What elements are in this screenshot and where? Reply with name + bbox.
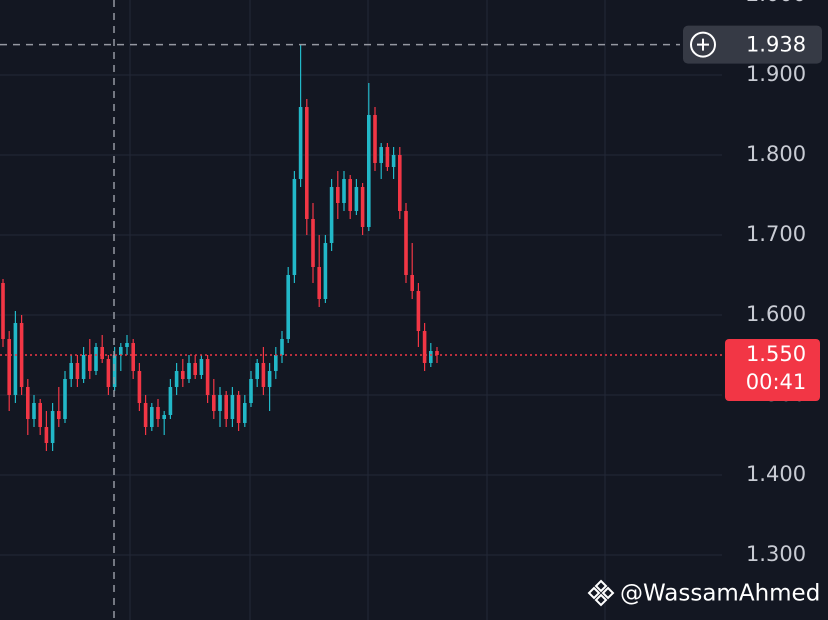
candle-body: [75, 363, 80, 379]
crosshair-badge: [683, 25, 822, 64]
candle-body: [274, 355, 278, 371]
candle-body: [1, 283, 5, 339]
candle-body: [404, 211, 408, 275]
candle-body: [81, 355, 86, 379]
candle-body: [398, 155, 402, 211]
add-alert-icon: [697, 38, 709, 51]
candle-body: [410, 275, 414, 291]
candle-body: [26, 387, 30, 419]
candle-body: [131, 343, 135, 371]
candle-body: [13, 323, 18, 395]
watermark-logo: [587, 579, 615, 607]
candle-body: [416, 291, 421, 331]
watermark-text: @WassamAhmed: [620, 581, 820, 607]
y-tick-label: 1.700: [746, 222, 806, 246]
candle-body: [342, 179, 346, 203]
candle-body: [143, 403, 148, 427]
vertical-grid: [129, 0, 606, 620]
crosshair-price: 1.938: [746, 33, 806, 57]
candle-body: [336, 187, 340, 203]
candle-body: [137, 371, 142, 403]
candle-body: [255, 363, 259, 379]
candle-body: [174, 371, 179, 387]
candle-body: [354, 187, 359, 211]
candle-body: [212, 395, 216, 411]
candle-body: [422, 331, 427, 363]
watermark: @WassamAhmed: [587, 579, 820, 607]
candle-body: [162, 415, 166, 419]
candle-body: [243, 403, 247, 423]
y-tick-label: 1.900: [746, 62, 806, 86]
axis-badges: 1.938 1.550 00:41: [683, 25, 822, 401]
candle-body: [181, 371, 185, 379]
horizontal-grid: [0, 74, 722, 556]
overlay: [0, 43, 722, 356]
candle-body: [385, 147, 390, 167]
candle-body: [373, 115, 377, 163]
last-price: 1.550: [746, 342, 806, 366]
candle-body: [367, 115, 371, 227]
y-tick-label: 1.300: [746, 542, 806, 566]
candle-body: [230, 395, 235, 419]
candle-body: [38, 403, 42, 427]
candle-body: [63, 379, 67, 419]
candle-body: [94, 347, 98, 371]
candle-body: [187, 363, 191, 379]
last-price-badge: [725, 339, 820, 401]
candle-body: [298, 107, 303, 179]
candle-body: [88, 355, 92, 371]
add-alert-button[interactable]: [690, 31, 716, 58]
candle-body: [329, 187, 334, 243]
candle-body: [168, 387, 173, 415]
candle-body: [50, 411, 55, 443]
y-tick-label: 1.600: [746, 302, 806, 326]
candle-body: [119, 347, 123, 355]
candle-body: [224, 395, 228, 419]
y-tick-label: 1.800: [746, 142, 806, 166]
candle-body: [125, 343, 129, 347]
candle-body: [57, 411, 61, 419]
candle-body: [360, 187, 365, 227]
candle-body: [106, 359, 111, 387]
candle-body: [267, 371, 272, 387]
candles: [1, 44, 439, 451]
candle-body: [379, 147, 383, 163]
candle-body: [236, 395, 241, 423]
candle-body: [286, 275, 290, 339]
candle-body: [429, 351, 433, 363]
candle-body: [150, 407, 154, 427]
candle-body: [218, 395, 222, 411]
candle-body: [7, 339, 11, 395]
candle-body: [100, 347, 104, 359]
candle-body: [193, 363, 197, 375]
candle-body: [305, 107, 309, 219]
candle-body: [323, 243, 328, 299]
candle-body: [199, 359, 204, 375]
candle-body: [435, 351, 439, 355]
candle-body: [156, 407, 160, 419]
candle-body: [249, 379, 253, 403]
candle-body: [311, 219, 315, 267]
y-tick-label: 1.400: [746, 462, 806, 486]
y-tick-label: 2.000: [746, 0, 806, 6]
candle-body: [280, 339, 284, 355]
candle-body: [69, 363, 73, 379]
candle-body: [32, 403, 36, 419]
candle-body: [292, 179, 297, 275]
candle-body: [44, 427, 49, 443]
countdown: 00:41: [746, 370, 807, 394]
candle-body: [261, 363, 266, 387]
candle-body: [348, 179, 352, 211]
candle-body: [205, 359, 210, 395]
candle-body: [317, 267, 321, 299]
candle-body: [391, 155, 396, 167]
